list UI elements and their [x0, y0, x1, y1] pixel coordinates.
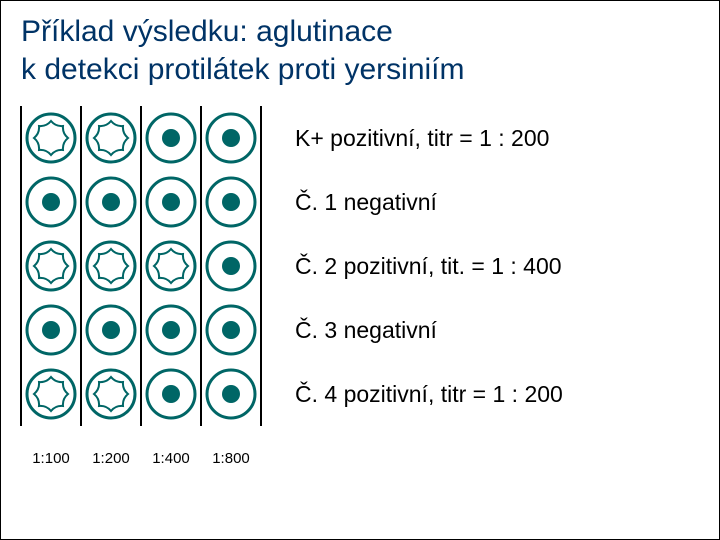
column-separator	[20, 106, 22, 426]
row-result-label: Č. 4 pozitivní, titr = 1 : 200	[295, 362, 699, 426]
content-area: 1:1001:2001:4001:800 K+ pozitivní, titr …	[21, 106, 699, 467]
well-negative-icon	[201, 106, 261, 170]
well-positive-icon	[81, 234, 141, 298]
well-positive-icon	[21, 362, 81, 426]
well-negative-icon	[81, 170, 141, 234]
well-negative-icon	[81, 298, 141, 362]
well-grid-container: 1:1001:2001:4001:800	[21, 106, 281, 467]
row-result-label: Č. 2 pozitivní, tit. = 1 : 400	[295, 234, 699, 298]
row-labels-column: K+ pozitivní, titr = 1 : 200Č. 1 negativ…	[281, 106, 699, 426]
well-negative-icon	[141, 362, 201, 426]
column-separator	[140, 106, 142, 426]
slide: Příklad výsledku: aglutinace k detekci p…	[0, 0, 720, 540]
row-result-label: K+ pozitivní, titr = 1 : 200	[295, 106, 699, 170]
well-positive-icon	[141, 234, 201, 298]
well-negative-icon	[21, 170, 81, 234]
well-negative-icon	[201, 362, 261, 426]
well-negative-icon	[201, 234, 261, 298]
well-positive-icon	[21, 234, 81, 298]
dilution-labels-row: 1:1001:2001:4001:800	[21, 450, 281, 467]
slide-title: Příklad výsledku: aglutinace k detekci p…	[21, 13, 699, 88]
dilution-label: 1:100	[21, 450, 81, 467]
well-negative-icon	[201, 170, 261, 234]
row-result-label: Č. 3 negativní	[295, 298, 699, 362]
column-separator	[80, 106, 82, 426]
well-positive-icon	[81, 362, 141, 426]
well-negative-icon	[141, 170, 201, 234]
dilution-label: 1:200	[81, 450, 141, 467]
well-positive-icon	[21, 106, 81, 170]
well-negative-icon	[201, 298, 261, 362]
column-separator	[200, 106, 202, 426]
well-negative-icon	[141, 298, 201, 362]
title-line-1: Příklad výsledku: aglutinace	[21, 15, 393, 48]
well-negative-icon	[141, 106, 201, 170]
dilution-label: 1:400	[141, 450, 201, 467]
well-grid	[21, 106, 281, 426]
title-line-2: k detekci protilátek proti yersiniím	[21, 53, 465, 86]
row-result-label: Č. 1 negativní	[295, 170, 699, 234]
well-positive-icon	[81, 106, 141, 170]
well-negative-icon	[21, 298, 81, 362]
column-separator	[260, 106, 262, 426]
dilution-label: 1:800	[201, 450, 261, 467]
